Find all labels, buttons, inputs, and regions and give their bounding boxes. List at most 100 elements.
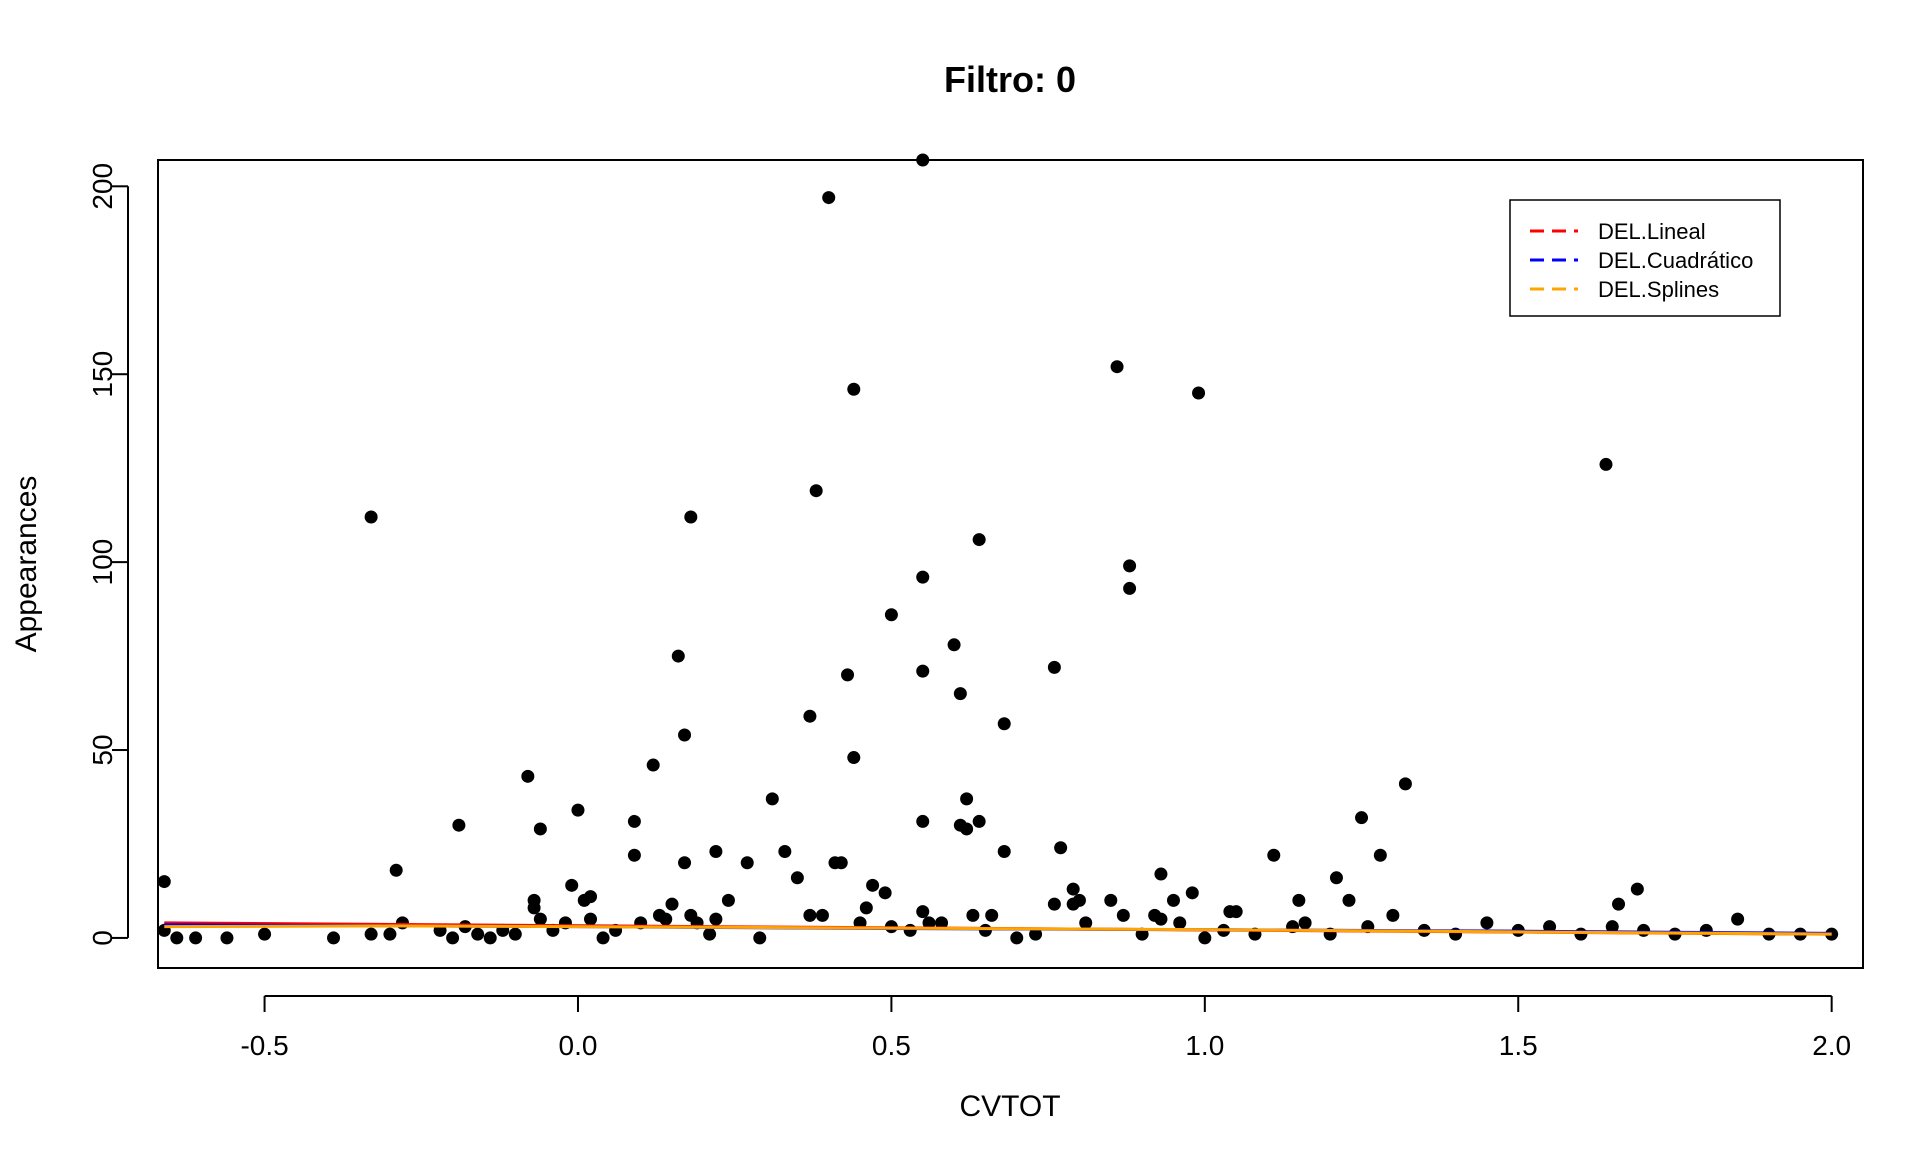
data-point (834, 856, 848, 870)
y-tick-label: 200 (87, 163, 118, 210)
x-tick-label: 0.0 (559, 1030, 598, 1061)
data-point (627, 814, 641, 828)
legend-label: DEL.Lineal (1598, 219, 1706, 244)
data-point (960, 792, 974, 806)
data-point (1116, 908, 1130, 922)
data-point (859, 901, 873, 915)
x-axis: -0.5 0.0 0.5 1.0 1.5 2.0 (240, 995, 1851, 1061)
data-point (1599, 457, 1613, 471)
data-point (533, 912, 547, 926)
data-point (916, 153, 930, 167)
data-point (1480, 916, 1494, 930)
data-point (596, 931, 610, 945)
data-point (1637, 923, 1651, 937)
data-point (815, 908, 829, 922)
y-tick-label: 0 (87, 930, 118, 946)
data-point (960, 822, 974, 836)
data-point (527, 901, 541, 915)
data-point (1192, 386, 1206, 400)
data-point (646, 758, 660, 772)
data-point (1267, 848, 1281, 862)
data-point (684, 510, 698, 524)
data-point (483, 931, 497, 945)
data-point (659, 912, 673, 926)
data-point (1173, 916, 1187, 930)
data-point (1047, 897, 1061, 911)
data-point (947, 638, 961, 652)
data-point (446, 931, 460, 945)
data-point (1612, 897, 1626, 911)
data-point (903, 923, 917, 937)
data-point (1054, 841, 1068, 855)
data-point (1079, 916, 1093, 930)
data-point (916, 905, 930, 919)
data-point (778, 844, 792, 858)
data-point (966, 908, 980, 922)
data-point (997, 844, 1011, 858)
data-points (157, 153, 1839, 945)
data-point (1398, 777, 1412, 791)
data-point (1166, 893, 1180, 907)
y-tick-label: 50 (87, 734, 118, 765)
y-axis: 0 50 100 150 200 (87, 163, 129, 946)
data-point (170, 931, 184, 945)
data-point (1292, 893, 1306, 907)
data-point (1154, 867, 1168, 881)
data-point (985, 908, 999, 922)
data-point (997, 717, 1011, 731)
data-point (389, 863, 403, 877)
data-point (916, 814, 930, 828)
data-point (765, 792, 779, 806)
data-point (471, 927, 485, 941)
data-point (533, 822, 547, 836)
x-tick-label: 1.0 (1185, 1030, 1224, 1061)
data-point (790, 871, 804, 885)
data-point (916, 664, 930, 678)
data-point (847, 382, 861, 396)
data-point (803, 709, 817, 723)
data-point (1329, 871, 1343, 885)
data-point (1110, 360, 1124, 374)
data-point (678, 856, 692, 870)
data-point (922, 916, 936, 930)
data-point (1373, 848, 1387, 862)
data-point (584, 890, 598, 904)
data-point (1123, 559, 1137, 573)
data-point (847, 751, 861, 765)
x-tick-label: -0.5 (240, 1030, 288, 1061)
data-point (1072, 893, 1086, 907)
data-point (508, 927, 522, 941)
data-point (1731, 912, 1745, 926)
legend: DEL.Lineal DEL.Cuadrático DEL.Splines (1509, 199, 1781, 317)
data-point (521, 769, 535, 783)
data-point (953, 687, 967, 701)
data-point (1104, 893, 1118, 907)
data-point (884, 608, 898, 622)
data-point (841, 668, 855, 682)
data-point (1185, 886, 1199, 900)
data-point (978, 923, 992, 937)
x-axis-label: CVTOT (959, 1090, 1060, 1123)
data-point (809, 484, 823, 498)
data-point (452, 818, 466, 832)
legend-label: DEL.Cuadrático (1598, 248, 1753, 273)
fit-line-del-splines (164, 924, 1832, 936)
data-point (935, 916, 949, 930)
data-point (678, 728, 692, 742)
data-point (721, 893, 735, 907)
chart-title: Filtro: 0 (944, 59, 1076, 100)
data-point (327, 931, 341, 945)
data-point (584, 912, 598, 926)
data-point (1355, 811, 1369, 825)
data-point (364, 927, 378, 941)
data-point (972, 533, 986, 547)
data-point (157, 875, 171, 889)
data-point (565, 878, 579, 892)
data-point (1154, 912, 1168, 926)
data-point (258, 927, 272, 941)
data-point (627, 848, 641, 862)
y-tick-label: 100 (87, 539, 118, 586)
data-point (189, 931, 203, 945)
data-point (383, 927, 397, 941)
